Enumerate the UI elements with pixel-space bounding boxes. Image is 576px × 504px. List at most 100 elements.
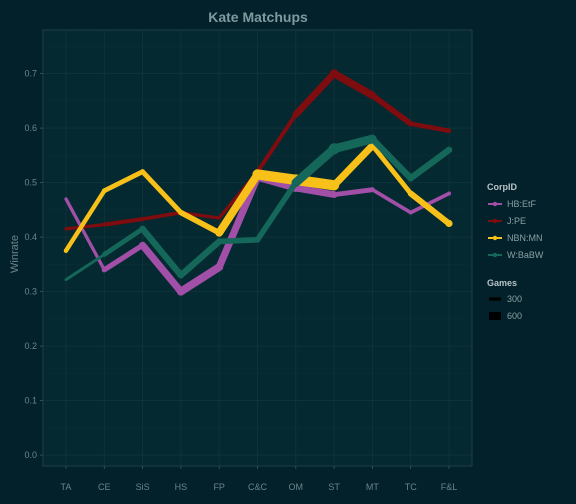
series-segment [139,241,185,296]
data-point [329,69,339,78]
data-point [293,112,299,117]
series-segment [407,190,453,227]
data-point [252,169,263,180]
x-tick-label: CE [98,482,111,492]
x-tick-label: TA [61,482,72,492]
legend-color-items: HB:EtF J:PE NBN:MN W:BaBW [488,199,544,260]
series-w-babw [64,134,453,282]
data-point [329,180,339,191]
data-point [409,210,413,215]
series-segment [102,217,145,227]
series-segment [140,169,184,215]
y-tick-label: 0.1 [24,396,37,406]
series-segment [291,144,339,187]
legend-size-item: 300 [489,294,522,304]
data-point [331,191,337,198]
legend-item: NBN:MN [488,233,543,243]
legend-item: HB:EtF [488,199,537,209]
x-tick-label: OM [289,482,304,492]
data-point [102,267,107,272]
series-segment [215,173,262,271]
data-point [408,191,414,196]
series-segment [140,210,183,221]
series-segment [407,146,453,182]
data-point [370,187,375,192]
legend-item: J:PE [488,216,526,226]
legend-size-label: 600 [507,311,522,321]
series-segment [176,263,224,296]
series-segment [254,179,299,243]
legend-size-items: 300 600 [489,294,522,321]
series-segment [370,187,413,215]
data-point [139,242,146,249]
data-point [446,128,452,133]
data-point [139,225,146,233]
y-axis-label: Winrate [9,235,21,273]
data-point [63,248,69,253]
series-segment [292,70,338,118]
legend-key-point [492,252,498,258]
series-layer [63,69,453,296]
y-tick-label: 0.0 [24,450,37,460]
series-segment [369,135,414,182]
series-segment [64,222,106,231]
x-tick-label: SiS [136,482,150,492]
series-segment [216,237,261,245]
legend-label: NBN:MN [507,233,543,243]
x-tick-label: TC [405,482,417,492]
series-segment [329,134,377,154]
series-segment [101,169,145,194]
series-segment [63,188,107,253]
legend-color-title: CorpID [487,182,517,192]
data-point [328,143,340,155]
series-segment [215,170,262,237]
legend-key-point [492,218,498,224]
series-segment [331,187,375,197]
series-segment [177,238,223,279]
data-point [176,287,185,296]
series-segment [139,225,185,279]
x-axis-ticks: TA CE SiS HS FP C&C OM ST MT TC F&L [61,466,458,492]
y-tick-label: 0.7 [24,69,37,79]
series-nbn-mn [63,141,453,253]
series-segment [178,209,222,236]
chart-title: Kate Matchups [208,9,308,25]
series-segment [101,242,146,273]
legend-label: J:PE [507,216,526,226]
data-point [64,197,68,201]
legend-key-point [492,201,498,207]
data-point [407,175,414,182]
data-point [369,92,376,99]
legend-key-point [492,235,498,241]
data-point [217,216,221,220]
data-point [177,272,185,279]
series-segment [292,184,338,198]
data-point [102,252,106,257]
y-axis-ticks: 0.0 0.1 0.2 0.3 0.4 0.5 0.6 0.7 [24,69,43,460]
x-tick-label: C&C [248,482,268,492]
x-tick-label: ST [328,482,340,492]
x-tick-label: MT [366,482,379,492]
series-segment [408,191,451,215]
legend-label: W:BaBW [507,250,544,260]
data-point [445,146,453,154]
legend-size-title: Games [487,278,517,288]
legend: CorpID HB:EtF J:PE NBN:MN W:BaBW Games 300 6… [487,182,544,321]
series-segment [64,253,106,282]
series-segment [369,92,414,127]
data-point [178,210,184,215]
series-segment [370,143,414,196]
series-segment [101,226,145,257]
legend-size-item: 600 [489,311,522,321]
y-tick-label: 0.6 [24,123,37,133]
data-point [216,229,223,236]
x-tick-label: F&L [441,482,458,492]
x-tick-label: HS [175,482,188,492]
legend-item: W:BaBW [488,250,544,260]
series-segment [330,69,377,100]
data-point [292,179,299,186]
data-point [369,135,376,143]
data-point [140,169,145,175]
data-point [64,227,68,231]
